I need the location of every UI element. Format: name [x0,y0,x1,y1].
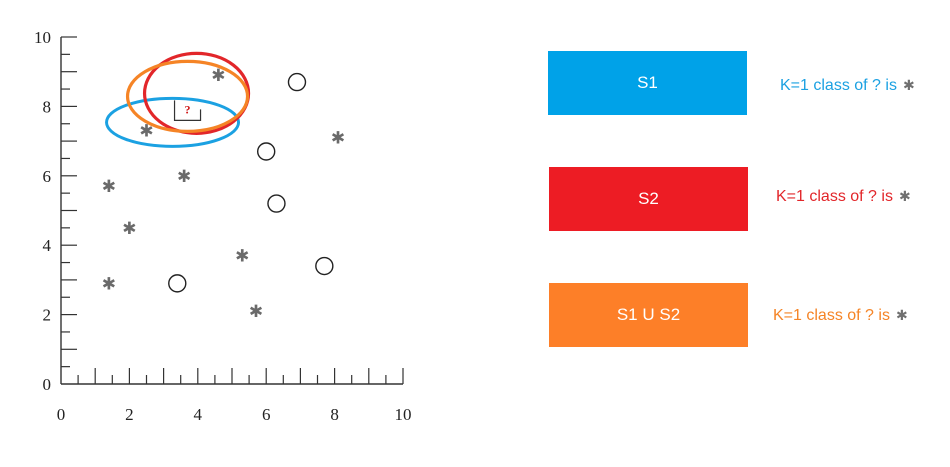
y-tick-label: 2 [43,306,52,325]
legend-note-s1-text: K=1 class of ? is [780,77,897,94]
star-point: ✱ [139,122,153,142]
x-tick-label: 4 [194,405,203,424]
circle-point [315,256,334,276]
star-point: ✱ [331,129,345,149]
star-icon: ✱ [902,78,915,94]
star-icon: ✱ [895,308,908,324]
x-tick-label: 0 [57,405,66,424]
legend-box-s2: S2 [549,167,748,231]
y-tick-label: 4 [43,236,52,255]
star-icon: ✱ [898,189,911,205]
legend-box-s1: S1 [548,51,747,115]
circle-point [267,194,286,213]
legend-note-s1: K=1 class of ? is ✱ [780,77,915,95]
star-point: ✱ [177,167,191,187]
x-tick-label: 10 [395,405,412,424]
star-point: ✱ [102,274,116,294]
y-tick-label: 10 [34,28,51,47]
plot-axes [60,36,404,385]
y-tick-label: 0 [43,375,52,394]
legend-box-s2-label: S2 [638,189,659,208]
y-tick-label: 6 [43,167,52,186]
star-point: ✱ [122,219,136,239]
legend-note-s1-union-s2: K=1 class of ? is ✱ [773,307,908,325]
circle-point [168,274,187,293]
legend-note-s2: K=1 class of ? is ✱ [776,188,911,206]
tick-labels: 0 2 4 6 8 10 0 2 4 6 8 10 [34,28,412,424]
legend-note-s2-text: K=1 class of ? is [776,188,893,205]
star-point: ✱ [211,66,225,86]
query-label: ? [185,102,191,116]
data-points: ✱ ✱ ✱ ✱ ✱ ✱ ✱ ✱ ✱ [102,66,345,322]
x-tick-label: 6 [262,405,271,424]
legend-box-s1-union-s2-label: S1 U S2 [616,305,681,324]
star-point: ✱ [249,302,263,322]
star-point: ✱ [102,177,116,197]
star-point: ✱ [235,247,249,267]
y-tick-label: 8 [43,97,52,116]
neighborhood-ellipse-s1-u-s2 [125,59,250,133]
scatter-plot: 0 2 4 6 8 10 0 2 4 6 8 10 ✱ ✱ ✱ ✱ ✱ ✱ ✱ ✱ ✱ ? [34,28,412,424]
legend-box-s1-union-s2: S1 U S2 [549,283,748,347]
legend-box-s1-label: S1 [637,73,658,92]
neighborhood-ellipses [105,51,251,148]
query-bracket [173,100,202,121]
circle-point [257,142,276,161]
x-tick-label: 8 [330,405,339,424]
circle-point [287,72,307,92]
neighborhood-ellipse-s1 [105,96,241,148]
x-tick-label: 2 [125,405,134,424]
legend-note-s1-union-s2-text: K=1 class of ? is [773,307,890,324]
query-point: ? [173,100,202,121]
